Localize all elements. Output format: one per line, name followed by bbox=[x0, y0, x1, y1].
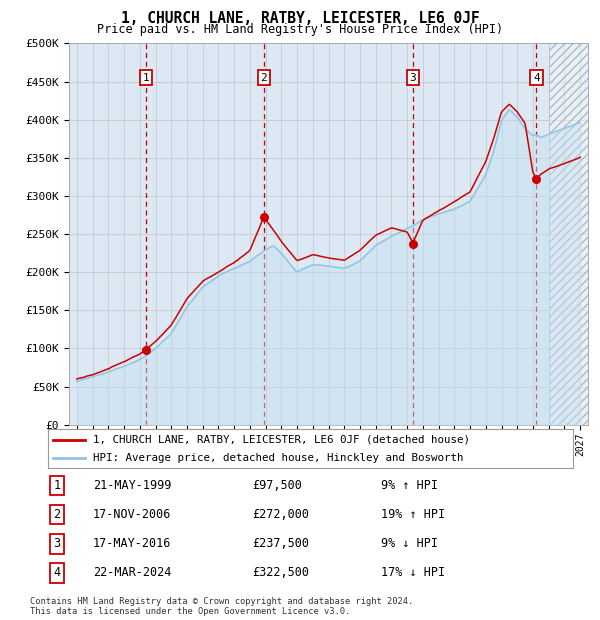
Text: 1, CHURCH LANE, RATBY, LEICESTER, LE6 0JF (detached house): 1, CHURCH LANE, RATBY, LEICESTER, LE6 0J… bbox=[92, 435, 470, 445]
Text: £322,500: £322,500 bbox=[252, 567, 309, 579]
Text: 17% ↓ HPI: 17% ↓ HPI bbox=[381, 567, 445, 579]
Text: £272,000: £272,000 bbox=[252, 508, 309, 521]
Text: 4: 4 bbox=[53, 567, 61, 579]
Text: 9% ↑ HPI: 9% ↑ HPI bbox=[381, 479, 438, 492]
Text: 1: 1 bbox=[53, 479, 61, 492]
Text: 1: 1 bbox=[142, 73, 149, 82]
Text: 17-NOV-2006: 17-NOV-2006 bbox=[93, 508, 172, 521]
Text: 2: 2 bbox=[53, 508, 61, 521]
Text: 1, CHURCH LANE, RATBY, LEICESTER, LE6 0JF: 1, CHURCH LANE, RATBY, LEICESTER, LE6 0J… bbox=[121, 11, 479, 26]
Text: 22-MAR-2024: 22-MAR-2024 bbox=[93, 567, 172, 579]
Text: HPI: Average price, detached house, Hinckley and Bosworth: HPI: Average price, detached house, Hinc… bbox=[92, 453, 463, 463]
Bar bbox=[548, 43, 588, 425]
Text: 4: 4 bbox=[533, 73, 540, 82]
Text: £97,500: £97,500 bbox=[252, 479, 302, 492]
Text: 19% ↑ HPI: 19% ↑ HPI bbox=[381, 508, 445, 521]
Text: 21-MAY-1999: 21-MAY-1999 bbox=[93, 479, 172, 492]
Text: Price paid vs. HM Land Registry's House Price Index (HPI): Price paid vs. HM Land Registry's House … bbox=[97, 23, 503, 36]
Text: 17-MAY-2016: 17-MAY-2016 bbox=[93, 538, 172, 550]
Text: 2: 2 bbox=[260, 73, 267, 82]
Text: 3: 3 bbox=[410, 73, 416, 82]
Text: 9% ↓ HPI: 9% ↓ HPI bbox=[381, 538, 438, 550]
Text: £237,500: £237,500 bbox=[252, 538, 309, 550]
Text: Contains HM Land Registry data © Crown copyright and database right 2024.
This d: Contains HM Land Registry data © Crown c… bbox=[30, 597, 413, 616]
Text: 3: 3 bbox=[53, 538, 61, 550]
